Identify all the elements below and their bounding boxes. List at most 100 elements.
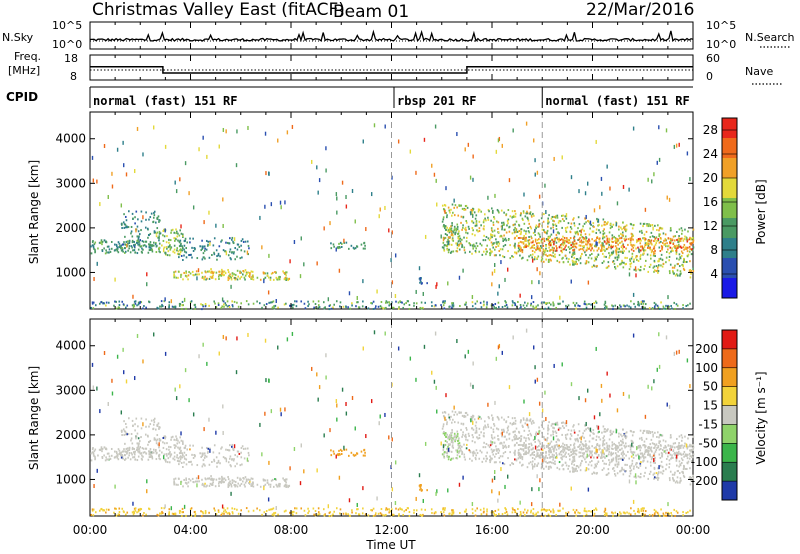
velocity-cell (505, 446, 508, 449)
velocity-cell (444, 411, 447, 414)
velocity-cell (621, 458, 624, 461)
velocity-cell (480, 451, 483, 454)
velocity-cell (641, 438, 643, 441)
power-cell (304, 307, 307, 310)
power-cell (448, 231, 451, 234)
power-cell (524, 215, 527, 218)
power-cell (601, 237, 604, 240)
power-cell (464, 147, 466, 152)
power-cell (585, 240, 587, 243)
velocity-cell (471, 512, 474, 515)
power-cell (640, 239, 642, 242)
power-cell (622, 266, 625, 269)
velocity-cell (621, 435, 623, 438)
power-cell (148, 300, 150, 303)
power-cell (275, 276, 278, 279)
power-cell (107, 301, 110, 304)
velocity-cell (691, 455, 693, 458)
power-cell (490, 229, 493, 232)
power-cell (689, 302, 691, 305)
power-cell (519, 233, 522, 236)
velocity-cell (597, 431, 599, 434)
velocity-cell (511, 417, 514, 420)
velocity-cell (218, 484, 220, 487)
power-cell (134, 243, 137, 246)
power-cell (221, 297, 224, 302)
power-cell (665, 245, 667, 248)
power-cell (111, 171, 113, 176)
power-cell (134, 216, 136, 219)
power-cell (580, 239, 583, 242)
velocity-cell (615, 448, 618, 451)
power-cell (201, 308, 203, 311)
power-cell (497, 138, 500, 143)
velocity-cell (454, 411, 457, 414)
power-cell (656, 228, 658, 231)
velocity-cell (523, 429, 526, 432)
velocity-cell (465, 428, 468, 431)
power-cell (153, 125, 155, 130)
power-cell (497, 221, 500, 224)
power-cell (185, 270, 187, 273)
power-cell (647, 270, 650, 273)
velocity-cell (204, 464, 206, 467)
power-cell (653, 270, 655, 273)
velocity-cell (126, 433, 128, 436)
power-cell (469, 175, 472, 180)
velocity-cell (629, 466, 632, 469)
velocity-cell (463, 456, 466, 459)
power-cell (568, 239, 571, 242)
power-cell (233, 237, 236, 242)
power-cell (618, 304, 621, 307)
velocity-cell (471, 451, 474, 454)
power-cell (618, 225, 620, 228)
velocity-cell (221, 475, 223, 478)
velocity-cell (542, 455, 545, 458)
power-cell (525, 212, 528, 215)
velocity-cell (692, 443, 695, 446)
velocity-cell (464, 415, 467, 418)
velocity-cell (562, 448, 564, 451)
power-cell (622, 244, 625, 247)
power-cell (645, 243, 647, 246)
power-cell (674, 247, 677, 250)
velocity-cell (669, 470, 672, 473)
power-cell (218, 144, 220, 149)
power-cell (492, 304, 495, 307)
velocity-cell (632, 431, 635, 434)
velocity-cell (564, 461, 567, 464)
power-cell (389, 303, 391, 306)
velocity-cell (666, 449, 668, 452)
power-cell (120, 247, 122, 250)
power-cell (229, 257, 232, 260)
power-cell (133, 304, 136, 307)
power-cell (561, 251, 563, 254)
power-cell (528, 222, 531, 225)
velocity-cell (657, 477, 660, 480)
power-cell (96, 179, 98, 184)
power-cell (651, 307, 654, 310)
power-cell (583, 229, 585, 232)
power-cell (611, 304, 613, 307)
power-cell (577, 232, 579, 235)
velocity-cell (495, 448, 498, 451)
power-cell (530, 304, 532, 307)
velocity-cell (605, 462, 607, 465)
power-cell (520, 231, 522, 234)
power-cell (173, 251, 176, 254)
power-cell (471, 208, 473, 211)
velocity-cell (656, 446, 658, 449)
velocity-cell (518, 455, 521, 458)
power-cell (115, 243, 118, 246)
power-cell (523, 246, 525, 249)
power-cell (512, 214, 515, 217)
power-cell (525, 304, 528, 307)
velocity-cell (107, 452, 110, 455)
velocity-cell (573, 431, 576, 434)
power-cell (691, 236, 694, 239)
velocity-cell (450, 437, 453, 440)
velocity-cell (263, 484, 265, 487)
power-cell (224, 250, 227, 253)
velocity-cell (468, 434, 470, 437)
power-cell (173, 248, 176, 251)
